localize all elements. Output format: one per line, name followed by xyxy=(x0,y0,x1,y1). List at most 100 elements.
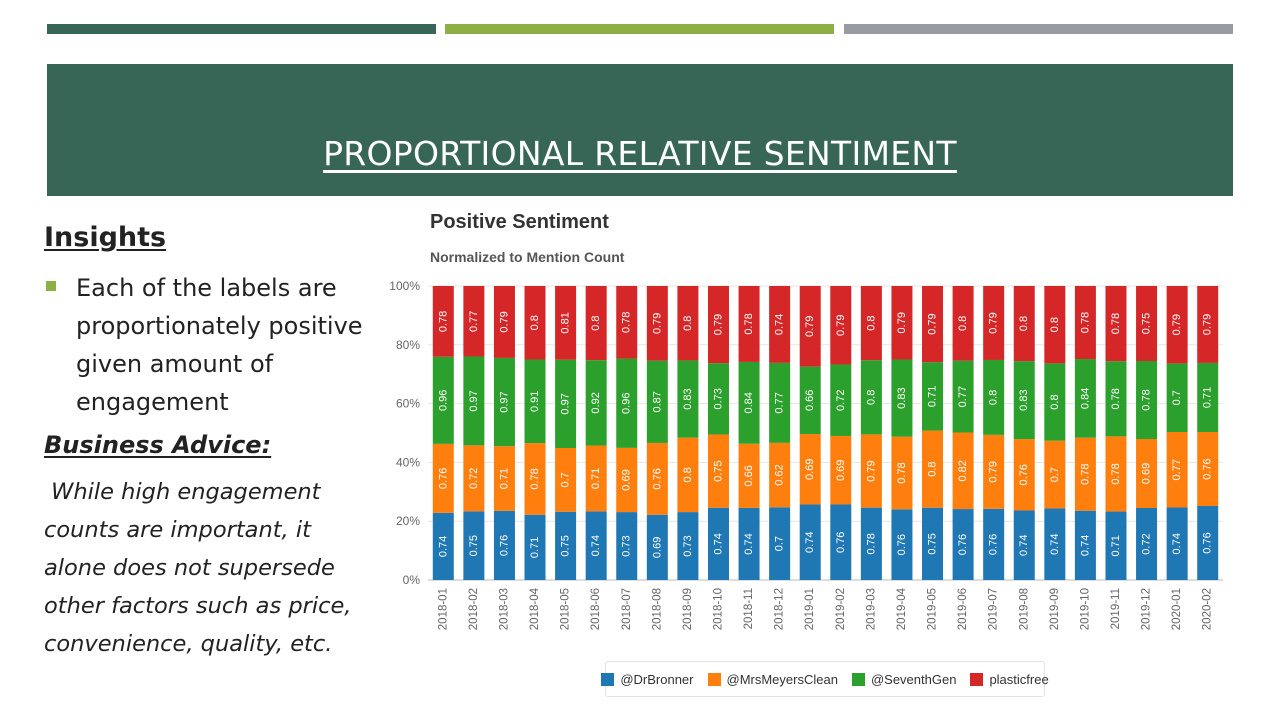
data-label: 0.83 xyxy=(682,388,694,409)
bar-segment xyxy=(922,286,944,363)
bar-segment xyxy=(646,442,668,515)
x-tick-label: 2018-01 xyxy=(437,588,449,630)
data-label: 0.71 xyxy=(529,537,541,558)
data-label: 0.8 xyxy=(1049,394,1061,409)
title-band xyxy=(47,64,1233,196)
data-label: 0.76 xyxy=(1202,458,1214,479)
x-tick-label: 2019-02 xyxy=(835,588,847,630)
data-label: 0.69 xyxy=(804,459,816,480)
bar-segment xyxy=(983,508,1005,580)
x-tick-label: 2018-07 xyxy=(621,588,633,630)
legend-label: @SeventhGen xyxy=(870,671,957,687)
x-tick-label: 2019-10 xyxy=(1079,588,1091,630)
bar-segment xyxy=(616,286,638,359)
data-label: 0.97 xyxy=(468,390,480,411)
data-label: 0.78 xyxy=(1141,389,1153,410)
legend-item[interactable]: @SeventhGen xyxy=(851,671,957,687)
bar-segment xyxy=(646,514,668,580)
data-label: 0.74 xyxy=(804,532,816,553)
data-label: 0.79 xyxy=(498,311,510,332)
bar-segment xyxy=(922,507,944,580)
legend-item[interactable]: plasticfree xyxy=(970,671,1049,687)
x-tick-label: 2018-03 xyxy=(498,588,510,630)
data-label: 0.8 xyxy=(957,316,969,331)
y-tick-label: 0% xyxy=(403,573,421,587)
bar-segment xyxy=(616,512,638,580)
legend-item[interactable]: @MrsMeyersClean xyxy=(707,672,838,687)
data-label: 0.78 xyxy=(1110,313,1122,334)
bar-segment xyxy=(1105,511,1127,580)
bar-segment xyxy=(432,286,454,357)
bar-segment xyxy=(983,286,1005,360)
data-label: 0.77 xyxy=(468,311,480,332)
data-label: 0.75 xyxy=(468,535,480,556)
x-tick-label: 2019-03 xyxy=(865,588,877,630)
bar-segment xyxy=(555,286,577,360)
stacked-bar-chart: 0% 20% 40% 60% 80% 100% 0.74 0.76 0.96 0.78 2018-0… xyxy=(389,279,1223,630)
bar-segment xyxy=(1074,437,1096,511)
insight-bullet: Each of the labels are proportionately p… xyxy=(44,269,374,421)
data-label: 0.8 xyxy=(682,467,694,482)
bar-segment xyxy=(585,360,607,446)
data-label: 0.76 xyxy=(651,468,663,489)
chart-title: Positive Sentiment xyxy=(430,211,609,233)
data-label: 0.66 xyxy=(743,465,755,486)
bar-segment xyxy=(983,359,1005,435)
bar-segment xyxy=(493,357,515,447)
data-label: 0.79 xyxy=(1202,314,1214,335)
data-label: 0.84 xyxy=(743,392,755,413)
data-label: 0.71 xyxy=(498,468,510,489)
bar-segment xyxy=(769,362,791,443)
data-label: 0.8 xyxy=(988,390,1000,405)
data-label: 0.74 xyxy=(1049,534,1061,555)
bar-segment xyxy=(463,286,485,357)
bar-segment xyxy=(1044,286,1066,364)
bar-segment xyxy=(1166,432,1188,508)
bar-segment xyxy=(1013,439,1035,511)
bar-segment xyxy=(1197,362,1219,433)
bullet-square-icon xyxy=(46,281,56,291)
legend-label: plasticfree xyxy=(989,671,1049,687)
data-label: 0.7 xyxy=(774,536,786,551)
bar-segment xyxy=(493,446,515,511)
data-label: 0.78 xyxy=(529,468,541,489)
data-label: 0.8 xyxy=(682,316,694,331)
bar-segment xyxy=(922,362,944,431)
legend-label: @DrBronner xyxy=(620,671,694,687)
data-label: 0.78 xyxy=(621,312,633,333)
x-tick-label: 2019-07 xyxy=(988,588,1000,630)
bar-segment xyxy=(524,359,546,444)
data-label: 0.71 xyxy=(1202,387,1214,408)
y-tick-label: 80% xyxy=(396,338,420,352)
data-label: 0.76 xyxy=(1018,464,1030,485)
data-label: 0.74 xyxy=(590,535,602,556)
bar-segment xyxy=(830,504,852,580)
bar-segment xyxy=(860,286,882,361)
data-label: 0.97 xyxy=(560,393,572,414)
x-tick-label: 2019-12 xyxy=(1141,588,1153,630)
x-tick-label: 2018-02 xyxy=(468,588,480,630)
data-label: 0.84 xyxy=(1079,388,1091,409)
bar-segment xyxy=(616,447,638,513)
data-label: 0.75 xyxy=(560,535,572,556)
data-label: 0.71 xyxy=(927,386,939,407)
x-tick-label: 2018-06 xyxy=(590,588,602,630)
bar-segment xyxy=(1136,439,1158,508)
data-label: 0.69 xyxy=(651,537,663,558)
bar-segment xyxy=(922,430,944,508)
data-label: 0.92 xyxy=(590,392,602,413)
data-label: 0.83 xyxy=(1018,389,1030,410)
data-label: 0.78 xyxy=(865,533,877,554)
data-label: 0.77 xyxy=(957,386,969,407)
data-label: 0.77 xyxy=(774,392,786,413)
data-label: 0.82 xyxy=(957,460,969,481)
data-label: 0.97 xyxy=(498,391,510,412)
data-label: 0.8 xyxy=(1018,316,1030,331)
data-label: 0.81 xyxy=(560,312,572,333)
bar-segment xyxy=(830,286,852,365)
data-label: 0.69 xyxy=(621,469,633,490)
bar-segment xyxy=(860,360,882,435)
bar-segment xyxy=(707,286,729,364)
legend-item[interactable]: @DrBronner xyxy=(601,671,694,687)
bar-segment xyxy=(555,359,577,449)
